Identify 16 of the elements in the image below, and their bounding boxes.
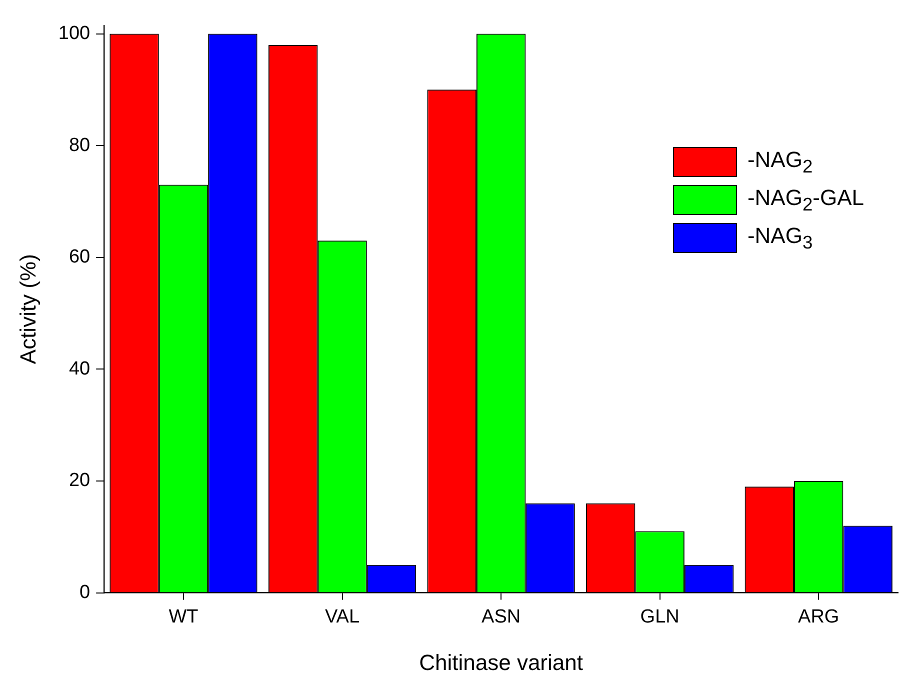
x-tick-label: WT xyxy=(168,606,199,628)
x-tick-label: VAL xyxy=(325,606,360,628)
y-tick-label: 100 xyxy=(58,23,90,44)
y-axis-title: Activity (%) xyxy=(15,254,40,364)
legend-label: -NAG$_{3}$ xyxy=(747,222,813,254)
y-tick-label: 80 xyxy=(68,134,90,156)
y-tick-label: 20 xyxy=(68,470,90,492)
y-tick-label: 0 xyxy=(80,582,90,604)
x-tick-label: ASN xyxy=(482,606,521,628)
legend-label: -NAG$_{2}$-GAL xyxy=(747,184,864,216)
legend-label: -NAG$_{2}$ xyxy=(747,146,813,178)
x-tick-label: ARG xyxy=(798,606,840,628)
y-tick-label: 40 xyxy=(68,358,90,380)
x-axis-title: Chitinase variant xyxy=(419,650,583,675)
y-tick-label: 60 xyxy=(68,246,90,268)
x-tick-label: GLN xyxy=(640,606,680,628)
